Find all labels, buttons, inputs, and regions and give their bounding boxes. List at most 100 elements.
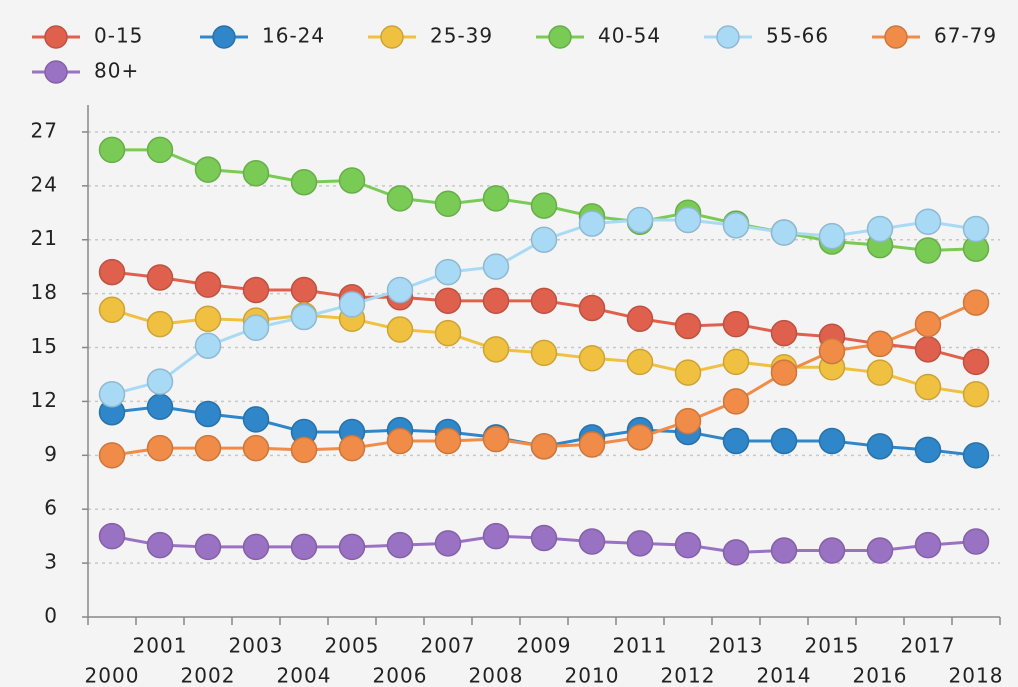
data-point — [98, 136, 126, 164]
x-tick-label: 2002 — [181, 664, 236, 687]
data-point — [98, 296, 126, 324]
x-tick-label: 2016 — [853, 664, 908, 687]
data-point — [914, 373, 942, 401]
data-point — [962, 215, 990, 243]
data-point — [146, 310, 174, 338]
x-tick-label: 2011 — [613, 634, 668, 658]
legend-marker — [884, 25, 908, 49]
data-point — [482, 425, 510, 453]
data-point — [194, 271, 222, 298]
data-point — [194, 434, 222, 462]
x-tick-label: 2008 — [469, 664, 524, 687]
x-tick-label: 2010 — [565, 664, 620, 687]
x-tick-label: 2001 — [133, 634, 188, 658]
data-point — [866, 433, 894, 460]
x-tick-label: 2013 — [709, 634, 764, 658]
data-point — [962, 348, 990, 376]
data-point — [818, 537, 846, 564]
y-tick-label: 24 — [31, 172, 58, 196]
legend-marker — [44, 25, 68, 49]
data-point — [434, 530, 462, 557]
data-point — [914, 531, 942, 559]
data-point — [578, 345, 606, 372]
data-point — [386, 276, 414, 304]
data-point — [386, 427, 414, 455]
data-point — [482, 253, 510, 280]
legend-marker — [548, 25, 572, 49]
data-point — [818, 222, 846, 250]
data-point — [722, 212, 750, 239]
data-point — [626, 424, 654, 451]
legend-label: 16-24 — [262, 24, 325, 48]
data-point — [530, 524, 558, 552]
data-point — [578, 528, 606, 555]
data-point — [194, 400, 222, 428]
data-point — [962, 442, 990, 469]
data-point — [242, 434, 270, 462]
data-point — [146, 434, 174, 462]
x-tick-label: 2000 — [85, 664, 140, 687]
data-point — [98, 380, 126, 408]
data-point — [242, 406, 270, 433]
data-point — [290, 533, 318, 561]
data-point — [818, 427, 846, 455]
legend-label: 0-15 — [94, 24, 143, 48]
data-point — [386, 316, 414, 343]
y-tick-label: 21 — [31, 226, 58, 250]
data-point — [194, 332, 222, 359]
data-point — [962, 289, 990, 316]
data-point — [434, 319, 462, 347]
x-tick-label: 2012 — [661, 664, 716, 687]
data-point — [674, 531, 702, 559]
data-point — [290, 436, 318, 464]
data-point — [866, 359, 894, 386]
data-point — [962, 528, 990, 555]
data-point — [146, 531, 174, 559]
data-point — [530, 433, 558, 460]
data-point — [98, 258, 126, 286]
data-point — [194, 156, 222, 183]
data-point — [722, 310, 750, 338]
data-point — [482, 522, 510, 550]
x-tick-label: 2007 — [421, 634, 476, 658]
data-point — [770, 537, 798, 564]
data-point — [434, 258, 462, 286]
x-tick-label: 2015 — [805, 634, 860, 658]
data-point — [962, 380, 990, 408]
data-point — [914, 208, 942, 236]
data-point — [674, 206, 702, 234]
data-point — [578, 294, 606, 322]
data-point — [194, 305, 222, 333]
data-point — [770, 427, 798, 455]
y-tick-label: 0 — [44, 604, 58, 628]
y-tick-label: 6 — [44, 496, 58, 520]
legend-label: 67-79 — [934, 24, 997, 48]
data-point — [674, 312, 702, 340]
data-point — [722, 427, 750, 455]
data-point — [722, 348, 750, 376]
data-point — [290, 276, 318, 304]
legend-label: 55-66 — [766, 24, 829, 48]
data-point — [626, 206, 654, 234]
x-tick-label: 2004 — [277, 664, 332, 687]
data-point — [290, 303, 318, 331]
data-point — [194, 533, 222, 561]
data-point — [770, 359, 798, 386]
data-point — [242, 314, 270, 342]
x-tick-label: 2018 — [949, 664, 1004, 687]
data-point — [722, 388, 750, 415]
y-tick-label: 27 — [31, 118, 58, 142]
legend-marker — [44, 60, 68, 84]
legend-label: 80+ — [94, 59, 139, 83]
data-point — [290, 168, 318, 196]
y-tick-label: 18 — [31, 280, 58, 304]
x-tick-label: 2006 — [373, 664, 428, 687]
x-tick-label: 2009 — [517, 634, 572, 658]
y-tick-label: 3 — [44, 550, 58, 574]
data-point — [338, 533, 366, 561]
data-point — [770, 319, 798, 347]
data-point — [530, 226, 558, 253]
data-point — [482, 336, 510, 363]
